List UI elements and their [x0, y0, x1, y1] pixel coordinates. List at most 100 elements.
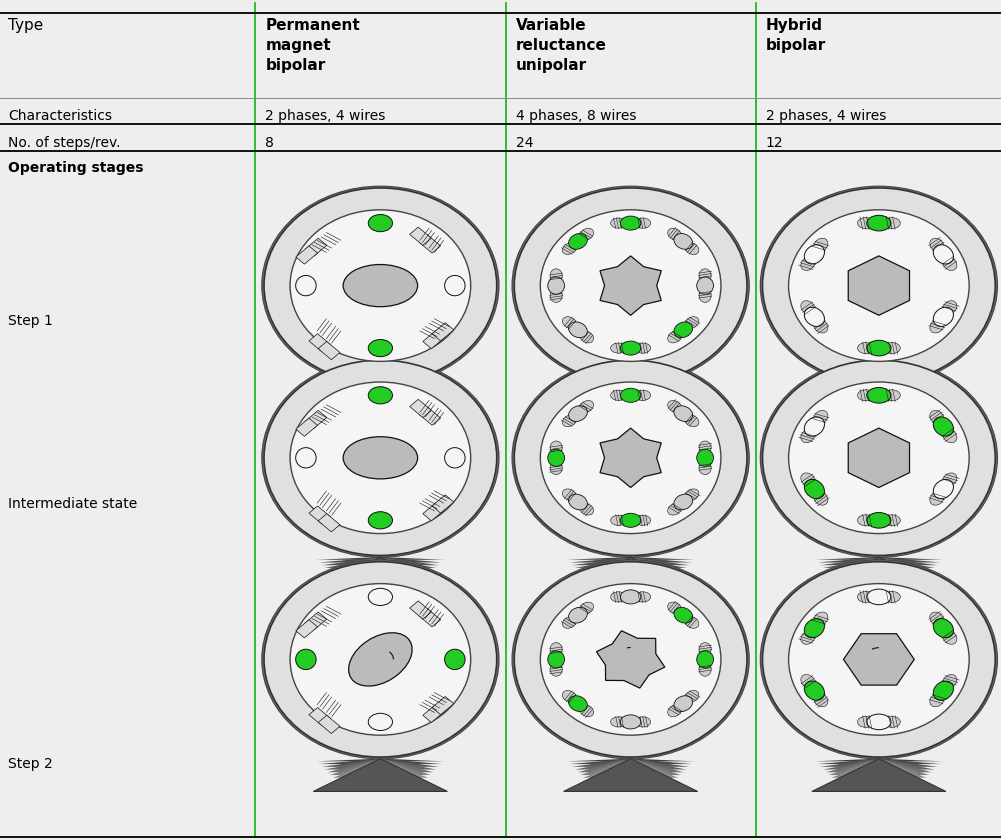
Text: 8: 8: [265, 136, 274, 150]
Polygon shape: [578, 557, 684, 570]
Polygon shape: [595, 385, 667, 415]
Text: 45°: 45°: [305, 244, 327, 256]
Ellipse shape: [814, 492, 828, 505]
Bar: [305, 411, 326, 428]
Polygon shape: [848, 256, 910, 315]
Bar: [305, 612, 326, 630]
Circle shape: [762, 360, 996, 556]
Circle shape: [264, 188, 496, 383]
Ellipse shape: [444, 448, 465, 468]
Polygon shape: [818, 759, 940, 764]
Ellipse shape: [814, 612, 828, 625]
Ellipse shape: [867, 215, 891, 231]
Text: 30°: 30°: [806, 244, 828, 256]
Polygon shape: [834, 557, 924, 579]
Ellipse shape: [621, 216, 641, 230]
Ellipse shape: [804, 307, 825, 327]
Polygon shape: [324, 385, 436, 396]
Bar: [418, 235, 440, 253]
Polygon shape: [848, 428, 910, 487]
Ellipse shape: [569, 406, 588, 422]
Polygon shape: [818, 557, 940, 563]
Polygon shape: [330, 385, 430, 402]
Polygon shape: [570, 557, 692, 563]
Ellipse shape: [930, 492, 944, 505]
Polygon shape: [820, 385, 938, 393]
Polygon shape: [837, 385, 921, 409]
Ellipse shape: [699, 269, 711, 282]
Polygon shape: [344, 759, 416, 789]
Polygon shape: [313, 557, 447, 590]
Polygon shape: [335, 385, 425, 407]
Polygon shape: [319, 385, 441, 391]
Ellipse shape: [621, 590, 641, 604]
Polygon shape: [575, 557, 687, 568]
Polygon shape: [341, 759, 419, 786]
Ellipse shape: [933, 307, 954, 327]
Circle shape: [764, 189, 994, 382]
Polygon shape: [584, 385, 678, 404]
Ellipse shape: [697, 277, 714, 294]
Ellipse shape: [804, 480, 825, 499]
Ellipse shape: [858, 218, 874, 228]
Polygon shape: [313, 385, 447, 417]
Bar: [318, 514, 340, 532]
Circle shape: [515, 562, 747, 757]
Ellipse shape: [943, 301, 957, 314]
Ellipse shape: [343, 437, 417, 479]
Bar: [422, 704, 444, 722]
Circle shape: [789, 382, 969, 533]
Ellipse shape: [668, 602, 682, 614]
Circle shape: [515, 188, 747, 383]
Text: Step 2: Step 2: [8, 758, 53, 771]
Polygon shape: [834, 759, 924, 780]
Ellipse shape: [611, 717, 627, 727]
Polygon shape: [595, 557, 667, 587]
Circle shape: [263, 360, 497, 556]
Ellipse shape: [685, 617, 699, 628]
Polygon shape: [829, 385, 929, 402]
Ellipse shape: [563, 415, 577, 427]
Ellipse shape: [884, 591, 900, 602]
Ellipse shape: [563, 317, 577, 328]
Circle shape: [262, 560, 498, 759]
Polygon shape: [829, 557, 929, 574]
Ellipse shape: [804, 681, 825, 701]
Circle shape: [517, 564, 745, 755]
Ellipse shape: [804, 618, 825, 638]
Text: Characteristics: Characteristics: [8, 109, 112, 123]
Ellipse shape: [563, 617, 577, 628]
Polygon shape: [840, 557, 918, 585]
Polygon shape: [344, 557, 416, 587]
Circle shape: [261, 186, 499, 386]
Polygon shape: [586, 557, 676, 579]
Ellipse shape: [348, 633, 412, 686]
Circle shape: [541, 210, 721, 361]
Text: Operating stages: Operating stages: [8, 161, 143, 176]
Circle shape: [515, 562, 747, 757]
Ellipse shape: [697, 449, 714, 466]
Polygon shape: [338, 759, 422, 783]
Ellipse shape: [295, 649, 316, 669]
Ellipse shape: [674, 494, 693, 510]
Text: Step 1: Step 1: [8, 314, 53, 328]
Circle shape: [264, 188, 496, 383]
Ellipse shape: [943, 631, 957, 644]
Polygon shape: [823, 557, 935, 568]
Ellipse shape: [884, 343, 900, 354]
Ellipse shape: [801, 675, 815, 688]
Polygon shape: [327, 385, 433, 398]
Polygon shape: [333, 759, 427, 778]
Ellipse shape: [569, 494, 588, 510]
Circle shape: [266, 362, 494, 554]
Polygon shape: [564, 557, 698, 590]
Polygon shape: [327, 557, 433, 570]
Polygon shape: [324, 759, 436, 769]
Ellipse shape: [699, 643, 711, 656]
Circle shape: [760, 186, 998, 386]
Ellipse shape: [368, 339, 392, 357]
Ellipse shape: [635, 218, 651, 228]
Circle shape: [512, 358, 750, 558]
Polygon shape: [592, 385, 670, 412]
Polygon shape: [826, 759, 932, 772]
